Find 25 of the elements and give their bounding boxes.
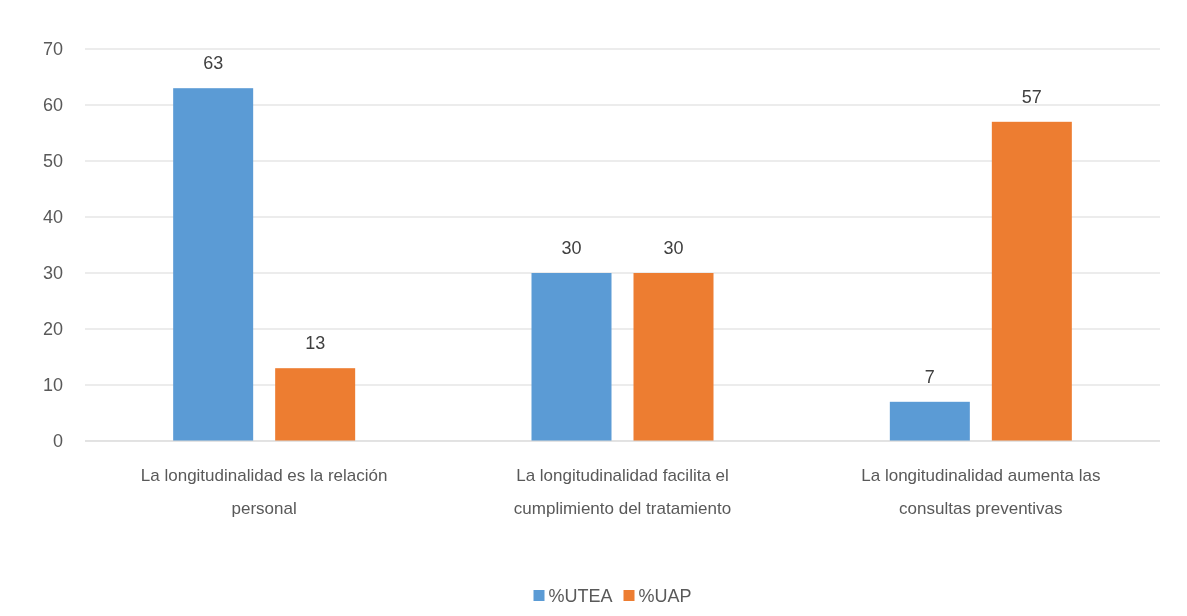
bar bbox=[173, 88, 254, 441]
x-tick-label: La longitudinalidad es la relación personal bbox=[140, 466, 388, 518]
legend-label: %UAP bbox=[638, 586, 692, 607]
data-label: 57 bbox=[1021, 86, 1042, 107]
legend-label: %UTEA bbox=[548, 586, 613, 607]
y-tick-label: 50 bbox=[42, 151, 63, 172]
y-tick-label: 10 bbox=[42, 375, 63, 396]
y-tick-label: 20 bbox=[42, 319, 63, 340]
data-label: 7 bbox=[924, 366, 935, 387]
data-label: 30 bbox=[561, 238, 582, 258]
data-label: 30 bbox=[663, 238, 684, 258]
y-tick-label: 0 bbox=[52, 431, 63, 452]
y-tick-label: 40 bbox=[42, 207, 63, 228]
y-tick-label: 60 bbox=[42, 95, 63, 116]
bar bbox=[889, 401, 970, 441]
bar bbox=[275, 368, 356, 441]
bar bbox=[991, 121, 1072, 441]
y-tick-label: 70 bbox=[42, 39, 63, 60]
x-tick-label: La longitudinalidad facilita el cumplimiento del tratamiento bbox=[513, 466, 732, 518]
data-label: 63 bbox=[203, 53, 224, 74]
data-label: 13 bbox=[305, 333, 326, 354]
x-tick-label: La longitudinalidad aumenta las consultas preventivas bbox=[861, 466, 1101, 518]
y-tick-label: 30 bbox=[42, 263, 63, 284]
bar bbox=[531, 273, 612, 441]
bar bbox=[633, 273, 714, 441]
